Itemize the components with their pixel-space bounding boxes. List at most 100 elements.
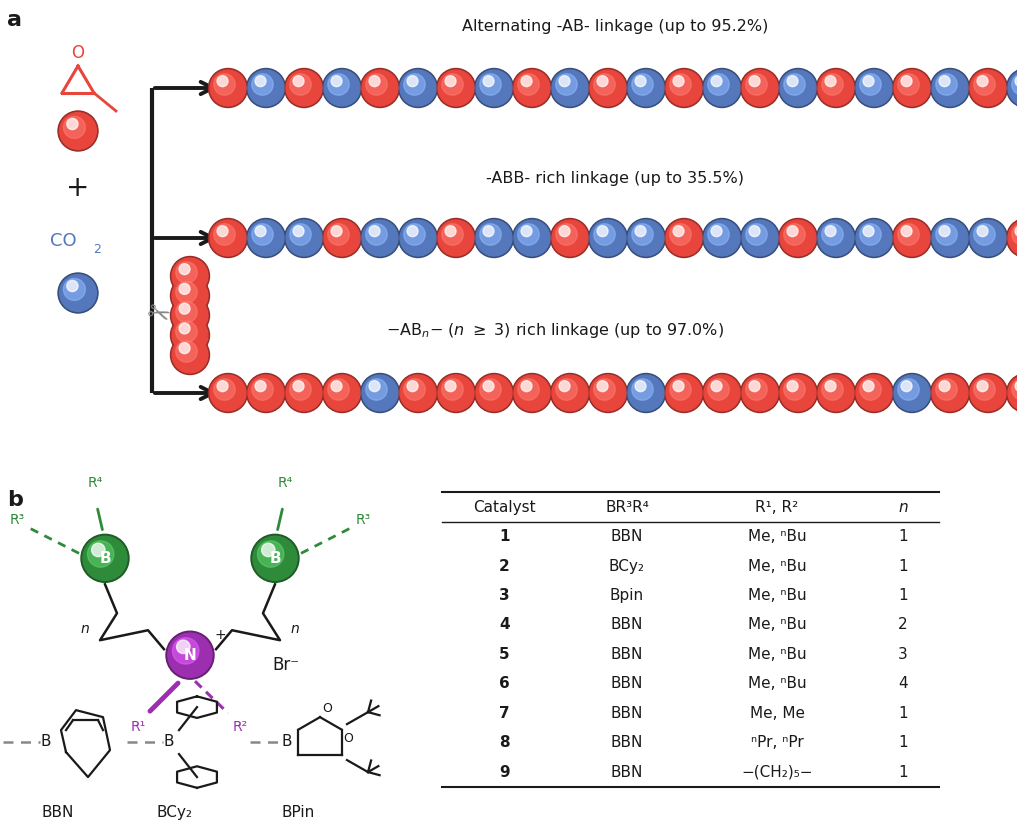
Circle shape (436, 374, 476, 413)
Circle shape (818, 220, 854, 256)
Text: CO: CO (51, 232, 77, 250)
Text: N: N (184, 647, 196, 662)
Text: BBN: BBN (611, 529, 643, 544)
Circle shape (673, 76, 684, 86)
Circle shape (168, 633, 213, 677)
Circle shape (293, 76, 304, 86)
Circle shape (290, 74, 311, 95)
Circle shape (81, 535, 129, 583)
Circle shape (939, 226, 950, 237)
Circle shape (1008, 220, 1017, 256)
Circle shape (1015, 226, 1017, 237)
Circle shape (60, 113, 97, 149)
Circle shape (859, 378, 881, 400)
Circle shape (87, 541, 114, 567)
Circle shape (708, 224, 729, 245)
Text: 4: 4 (499, 618, 510, 632)
Text: 8: 8 (499, 735, 510, 750)
Circle shape (664, 374, 704, 413)
Circle shape (252, 224, 274, 245)
Text: Bpin: Bpin (610, 588, 644, 603)
Circle shape (179, 264, 190, 275)
Circle shape (438, 375, 474, 411)
Circle shape (703, 69, 741, 108)
Circle shape (970, 220, 1006, 256)
Circle shape (63, 278, 85, 300)
Circle shape (590, 70, 625, 106)
Text: BBN: BBN (611, 706, 643, 721)
Circle shape (778, 218, 818, 257)
Circle shape (931, 218, 969, 257)
Text: 9: 9 (499, 764, 510, 780)
Circle shape (552, 375, 588, 411)
Circle shape (931, 69, 969, 108)
Circle shape (594, 74, 615, 95)
Circle shape (550, 218, 590, 257)
Circle shape (704, 375, 740, 411)
Circle shape (666, 220, 702, 256)
Circle shape (476, 375, 512, 411)
Circle shape (404, 74, 425, 95)
Text: 1: 1 (898, 706, 908, 721)
Circle shape (441, 74, 463, 95)
Circle shape (369, 76, 380, 86)
Circle shape (597, 76, 608, 86)
Circle shape (594, 224, 615, 245)
Circle shape (322, 374, 361, 413)
Circle shape (441, 378, 463, 400)
Circle shape (825, 76, 836, 86)
Text: 1: 1 (898, 559, 908, 574)
Circle shape (362, 70, 398, 106)
Circle shape (632, 378, 653, 400)
Circle shape (438, 220, 474, 256)
Text: 1: 1 (898, 529, 908, 544)
Circle shape (778, 69, 818, 108)
Circle shape (817, 218, 855, 257)
Circle shape (67, 281, 78, 291)
Text: a: a (7, 10, 22, 30)
Circle shape (778, 374, 818, 413)
Circle shape (822, 74, 843, 95)
Circle shape (894, 70, 930, 106)
Circle shape (438, 70, 474, 106)
Circle shape (1008, 375, 1017, 411)
Circle shape (173, 637, 199, 664)
Circle shape (92, 543, 105, 557)
Circle shape (742, 70, 778, 106)
Circle shape (1007, 69, 1017, 108)
Circle shape (784, 224, 805, 245)
Circle shape (217, 381, 228, 392)
Text: n: n (80, 622, 89, 637)
Circle shape (970, 375, 1006, 411)
Text: Me, ⁿBu: Me, ⁿBu (747, 588, 806, 603)
Circle shape (246, 218, 286, 257)
Circle shape (211, 220, 246, 256)
Circle shape (742, 220, 778, 256)
Circle shape (893, 374, 932, 413)
Circle shape (176, 281, 197, 303)
Circle shape (252, 378, 274, 400)
Circle shape (208, 218, 247, 257)
Circle shape (670, 74, 692, 95)
Circle shape (898, 74, 919, 95)
Circle shape (825, 226, 836, 237)
Circle shape (818, 70, 854, 106)
Circle shape (369, 381, 380, 392)
Circle shape (597, 226, 608, 237)
Circle shape (324, 70, 360, 106)
Circle shape (360, 218, 400, 257)
Circle shape (513, 218, 551, 257)
Circle shape (83, 536, 127, 580)
Circle shape (1015, 76, 1017, 86)
Circle shape (559, 381, 570, 392)
Circle shape (589, 374, 627, 413)
Text: $-$AB$_n$$-$ ($n$ $\geq$ 3) rich linkage (up to 97.0%): $-$AB$_n$$-$ ($n$ $\geq$ 3) rich linkage… (386, 320, 724, 339)
Circle shape (58, 273, 98, 313)
Circle shape (513, 69, 551, 108)
Circle shape (362, 220, 398, 256)
Circle shape (939, 381, 950, 392)
Text: 1: 1 (898, 764, 908, 780)
Circle shape (894, 220, 930, 256)
Circle shape (483, 381, 494, 392)
Text: R¹, R²: R¹, R² (756, 500, 798, 515)
